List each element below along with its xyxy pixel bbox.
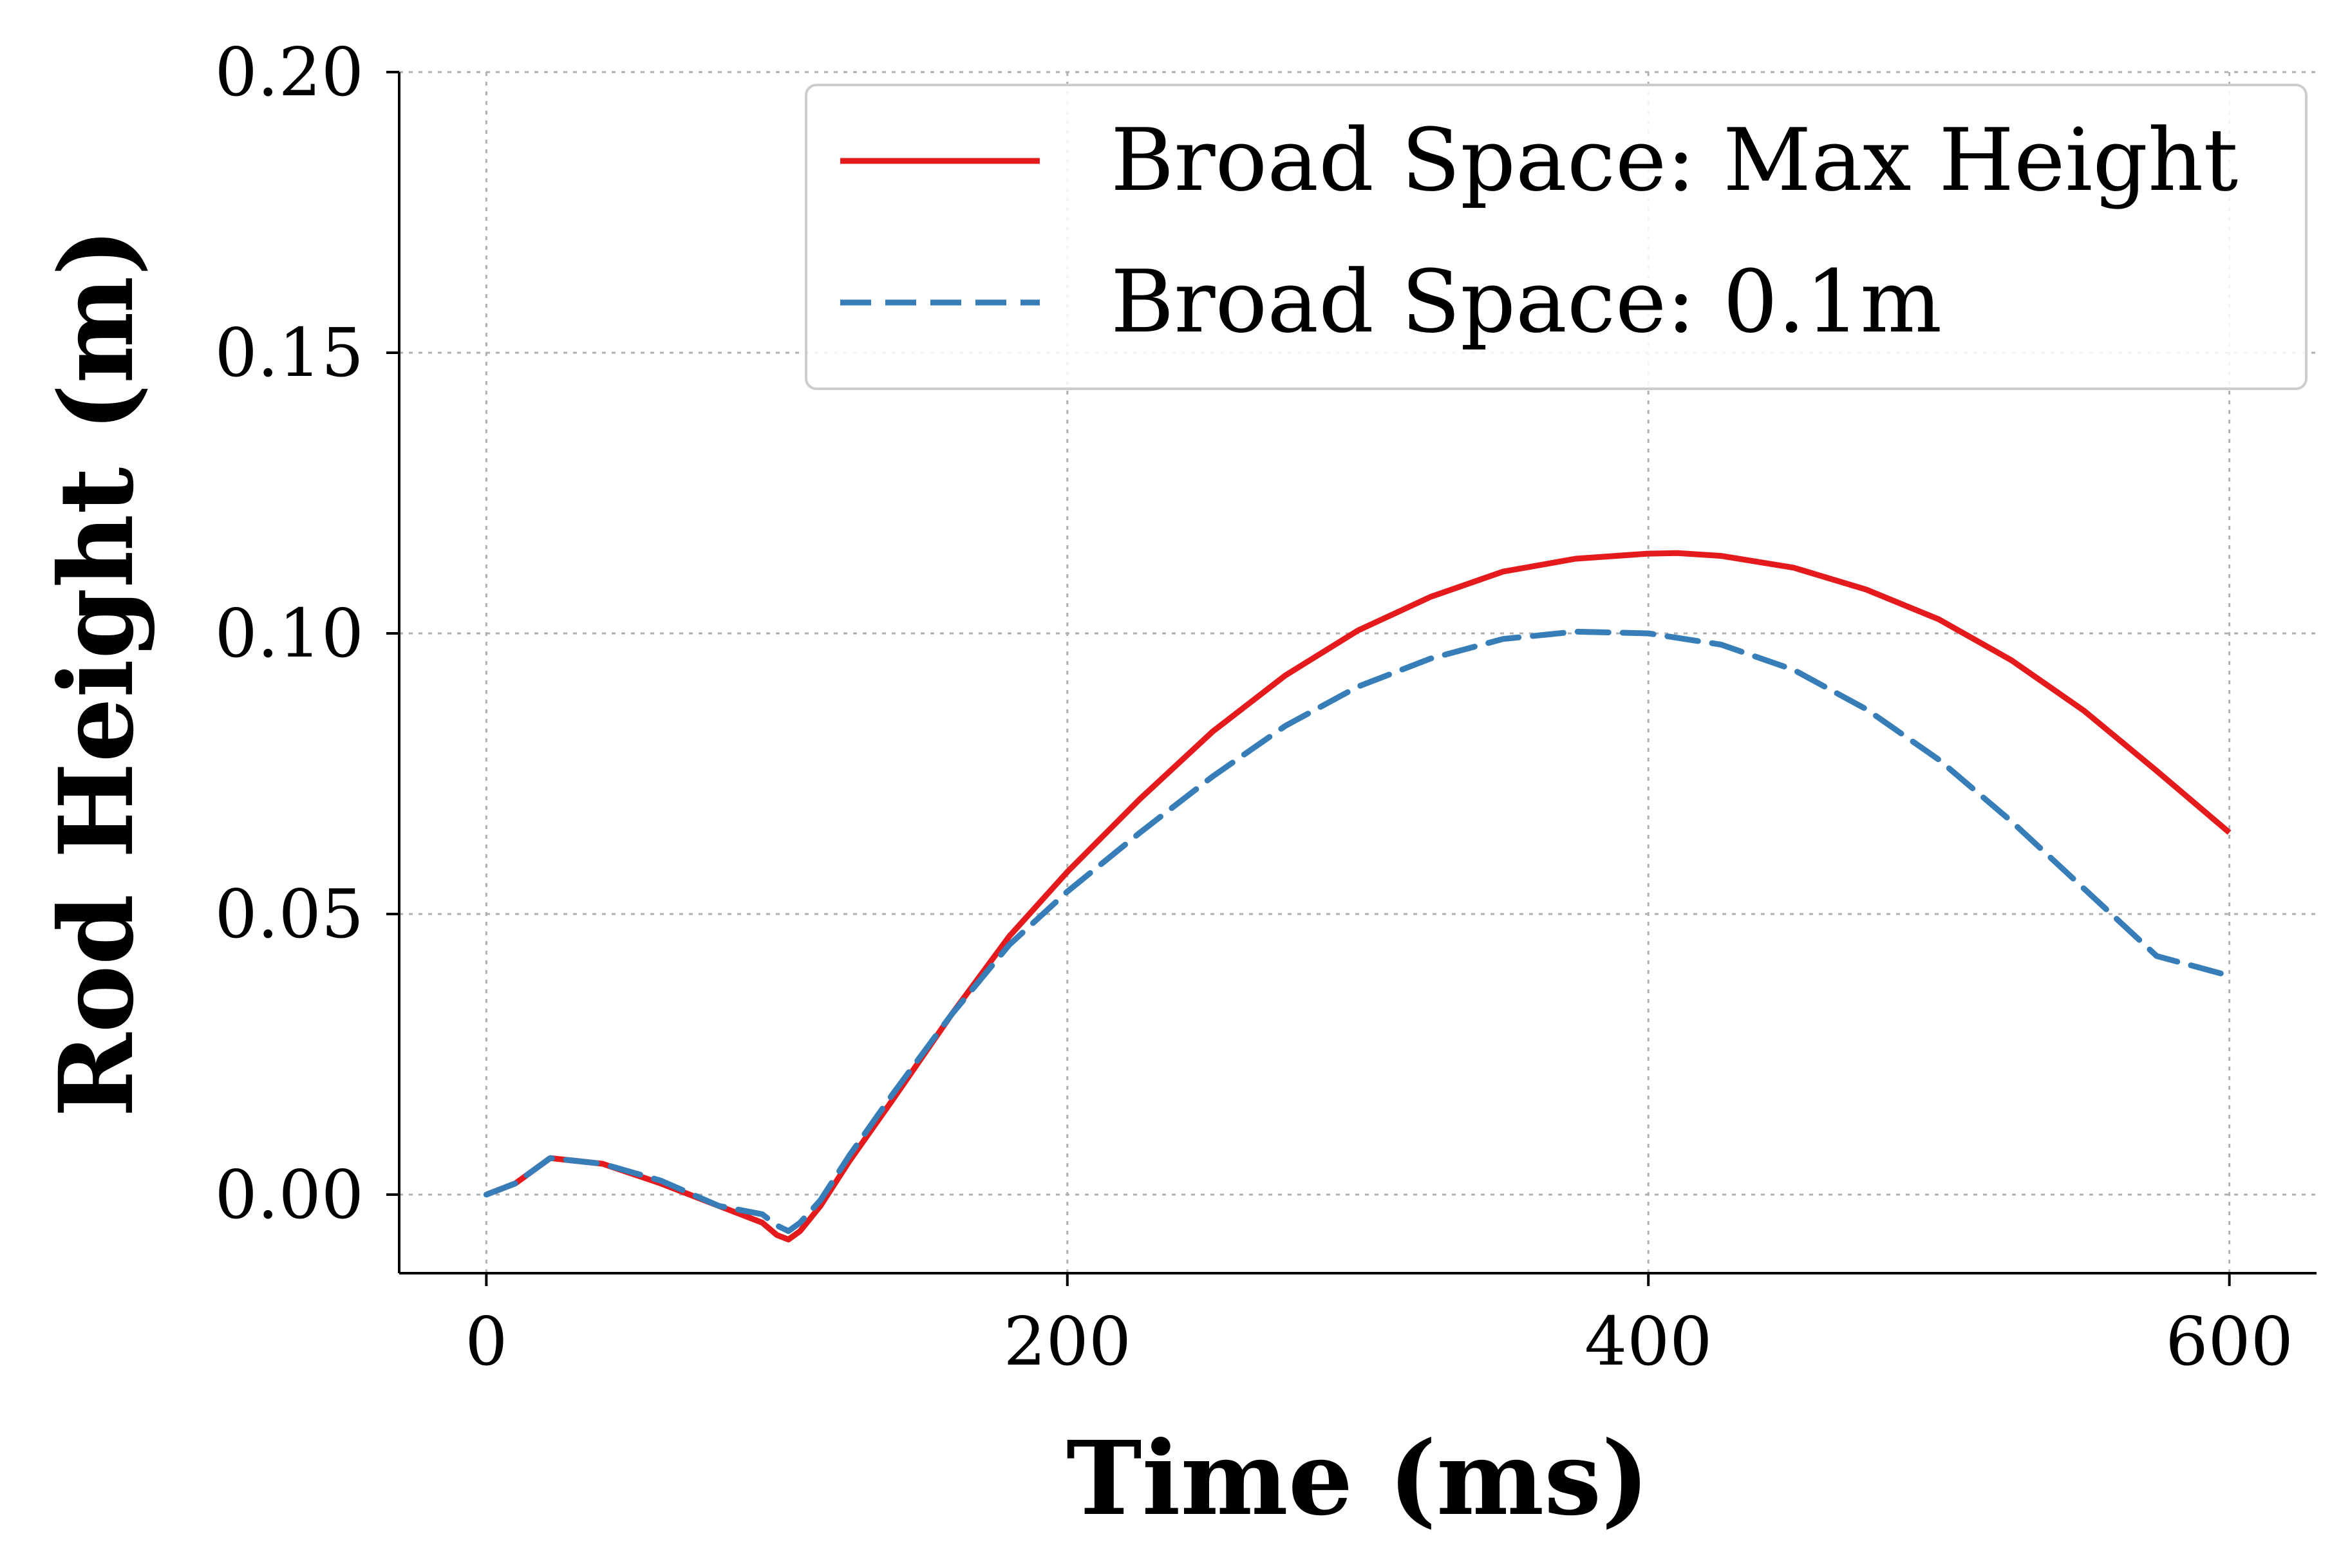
legend-label-0-1m: Broad Space: 0.1m: [1111, 252, 1942, 352]
y-tick-label: 0.20: [214, 33, 364, 111]
x-tick-label: 0: [465, 1302, 507, 1381]
x-tick-label: 400: [1584, 1302, 1713, 1381]
legend: Broad Space: Max Height Broad Space: 0.1…: [805, 84, 2308, 390]
ticks: 0 200 400 600 0.00 0.05 0.10 0.15 0.20: [214, 33, 2293, 1381]
y-tick-label: 0.05: [214, 875, 364, 953]
series-line-max-height: [485, 550, 2232, 1243]
y-tick-label: 0.00: [214, 1155, 364, 1234]
plot-area: [483, 550, 2233, 1243]
axes: [398, 72, 2317, 1274]
x-tick-label: 600: [2165, 1302, 2293, 1381]
y-tick-label: 0.15: [214, 313, 364, 392]
y-tick-label: 0.10: [214, 594, 364, 673]
legend-box: [805, 84, 2308, 390]
x-tick-label: 200: [1004, 1302, 1132, 1381]
legend-label-max-height: Broad Space: Max Height: [1111, 110, 2238, 210]
series-line-0-1m: [483, 628, 2233, 1235]
y-axis-title: Rod Height (m): [37, 228, 156, 1117]
x-axis-title: Time (ms): [1066, 1419, 1650, 1538]
